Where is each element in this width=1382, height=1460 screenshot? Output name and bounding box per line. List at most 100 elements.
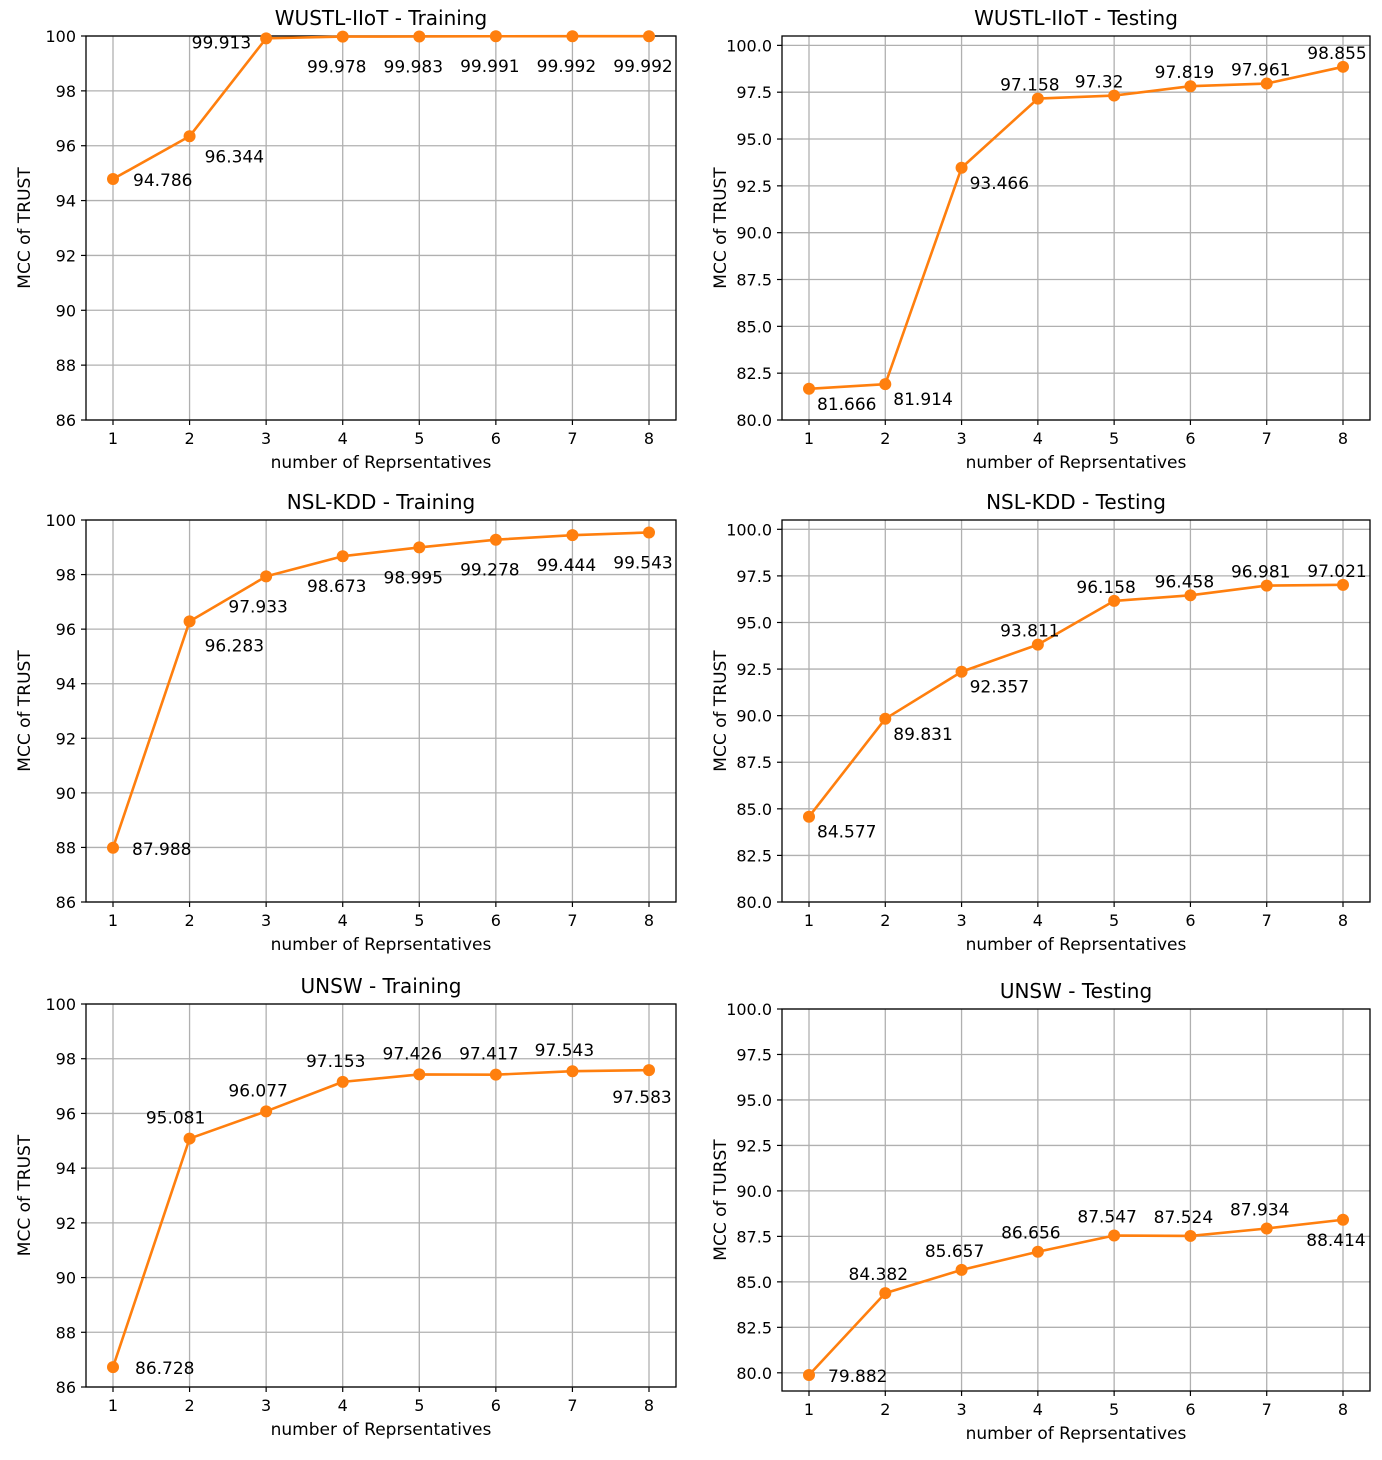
x-tick-label: 4 bbox=[338, 911, 348, 930]
x-tick-label: 7 bbox=[1262, 1400, 1272, 1419]
data-point bbox=[489, 30, 502, 43]
data-label: 92.357 bbox=[970, 678, 1029, 698]
chart-title: NSL-KDD - Training bbox=[287, 490, 475, 514]
series-line bbox=[111, 531, 650, 849]
chart-title: NSL-KDD - Testing bbox=[986, 490, 1166, 514]
x-tick-label: 3 bbox=[956, 429, 966, 448]
data-point bbox=[566, 1065, 579, 1078]
data-label: 98.995 bbox=[384, 568, 443, 588]
data-label: 98.673 bbox=[307, 577, 366, 597]
y-tick-label: 88 bbox=[56, 1323, 76, 1342]
data-point bbox=[1184, 80, 1197, 93]
y-tick-label: 80.0 bbox=[736, 893, 772, 912]
data-label: 99.983 bbox=[384, 57, 443, 77]
y-tick-label: 92.5 bbox=[736, 1136, 772, 1155]
x-tick-label: 4 bbox=[338, 1396, 348, 1415]
x-tick-label: 1 bbox=[108, 911, 118, 930]
y-axis-label: MCC of TRUST bbox=[711, 167, 731, 289]
x-tick-label: 2 bbox=[184, 429, 194, 448]
x-tick-label: 2 bbox=[880, 1400, 890, 1419]
y-tick-label: 95.0 bbox=[736, 613, 772, 632]
data-label: 86.656 bbox=[1001, 1224, 1060, 1244]
y-tick-label: 80.0 bbox=[736, 411, 772, 430]
data-label: 87.524 bbox=[1154, 1208, 1213, 1228]
y-tick-label: 100 bbox=[45, 995, 76, 1014]
x-tick-label: 4 bbox=[1033, 429, 1043, 448]
y-tick-label: 96 bbox=[56, 620, 76, 639]
x-tick-label: 3 bbox=[956, 911, 966, 930]
chart-panel-6: 1 2 3 4 5 6 7 8 80.0 82.5 85.0 87.5 90.0 92.5 95.0 97.5… bbox=[711, 979, 1371, 1444]
data-label: 84.577 bbox=[817, 823, 876, 843]
x-tick-label: 2 bbox=[880, 429, 890, 448]
data-point bbox=[803, 1368, 815, 1381]
plot-frame bbox=[781, 1008, 1371, 1392]
y-tick-label: 85.0 bbox=[736, 317, 772, 336]
y-tick-label: 82.5 bbox=[736, 1318, 772, 1337]
x-tick-label: 5 bbox=[1109, 429, 1119, 448]
x-tick-label: 8 bbox=[644, 1396, 654, 1415]
y-tick-label: 92 bbox=[56, 729, 76, 748]
x-tick-label: 5 bbox=[414, 1396, 424, 1415]
data-point bbox=[643, 1064, 655, 1077]
y-tick-label: 90.0 bbox=[736, 224, 772, 243]
data-point bbox=[1184, 589, 1197, 602]
data-point bbox=[107, 841, 119, 854]
data-point bbox=[1260, 579, 1273, 592]
y-tick-label: 85.0 bbox=[736, 1273, 772, 1292]
x-tick-label: 6 bbox=[491, 429, 501, 448]
y-tick-label: 94 bbox=[56, 675, 76, 694]
data-label: 99.543 bbox=[613, 553, 672, 573]
series-line bbox=[807, 583, 1344, 818]
x-tick-label: 8 bbox=[644, 911, 654, 930]
y-tick-label: 92 bbox=[56, 1214, 76, 1233]
x-tick-label: 8 bbox=[1338, 1400, 1348, 1419]
y-tick-label: 87.5 bbox=[736, 753, 772, 772]
chart-title: WUSTL-IIoT - Training bbox=[275, 6, 487, 30]
x-tick-label: 8 bbox=[1338, 429, 1348, 448]
data-point bbox=[955, 1263, 968, 1276]
data-point bbox=[489, 533, 502, 546]
x-tick-label: 1 bbox=[108, 1396, 118, 1415]
y-tick-label: 95.0 bbox=[736, 130, 772, 149]
y-tick-label: 100.0 bbox=[726, 36, 772, 55]
y-tick-label: 87.5 bbox=[736, 271, 772, 290]
chart-title: WUSTL-IIoT - Testing bbox=[974, 6, 1178, 30]
x-tick-label: 1 bbox=[804, 429, 814, 448]
y-tick-label: 100.0 bbox=[726, 1000, 772, 1019]
data-label: 97.153 bbox=[306, 1052, 365, 1072]
y-tick-label: 98 bbox=[56, 566, 76, 585]
data-label: 99.992 bbox=[613, 57, 672, 77]
x-tick-label: 6 bbox=[491, 1396, 501, 1415]
data-label: 93.466 bbox=[970, 174, 1029, 194]
data-label: 89.831 bbox=[893, 725, 952, 745]
x-tick-label: 4 bbox=[1033, 911, 1043, 930]
data-label: 97.021 bbox=[1307, 562, 1366, 582]
y-axis-label: MCC of TRUST bbox=[15, 1134, 35, 1256]
data-label: 99.991 bbox=[460, 57, 519, 77]
data-point bbox=[566, 30, 579, 43]
x-tick-label: 5 bbox=[414, 429, 424, 448]
chart-panel-5: 1 2 3 4 5 6 7 8 86 88 90 92 94 96 98 100 86.728 95.081 96.… bbox=[15, 974, 677, 1440]
plot-frame bbox=[85, 35, 677, 421]
data-label: 97.426 bbox=[383, 1044, 442, 1064]
x-tick-label: 5 bbox=[414, 911, 424, 930]
data-label: 79.882 bbox=[828, 1367, 887, 1387]
data-label: 84.382 bbox=[849, 1265, 908, 1285]
data-label: 96.077 bbox=[228, 1081, 287, 1101]
data-point bbox=[336, 1075, 349, 1088]
data-label: 99.913 bbox=[192, 33, 251, 53]
x-tick-label: 6 bbox=[1185, 429, 1195, 448]
y-tick-label: 98 bbox=[56, 1050, 76, 1069]
data-point bbox=[183, 1132, 196, 1145]
data-point bbox=[1337, 578, 1349, 591]
chart-panel-4: 1 2 3 4 5 6 7 8 80.0 82.5 85.0 87.5 90.0 92.5 95.0 97.5… bbox=[711, 490, 1371, 955]
y-tick-label: 86 bbox=[56, 893, 76, 912]
chart-title: UNSW - Testing bbox=[1000, 979, 1152, 1003]
plot-frame bbox=[781, 519, 1371, 903]
y-axis-label: MCC of TRUST bbox=[15, 167, 35, 289]
y-tick-label: 95.0 bbox=[736, 1091, 772, 1110]
y-tick-label: 97.5 bbox=[736, 567, 772, 586]
data-point bbox=[879, 1287, 892, 1300]
data-point bbox=[107, 173, 119, 186]
data-point bbox=[955, 665, 968, 678]
